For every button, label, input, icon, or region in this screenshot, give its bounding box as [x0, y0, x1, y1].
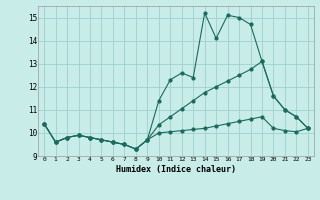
X-axis label: Humidex (Indice chaleur): Humidex (Indice chaleur)	[116, 165, 236, 174]
